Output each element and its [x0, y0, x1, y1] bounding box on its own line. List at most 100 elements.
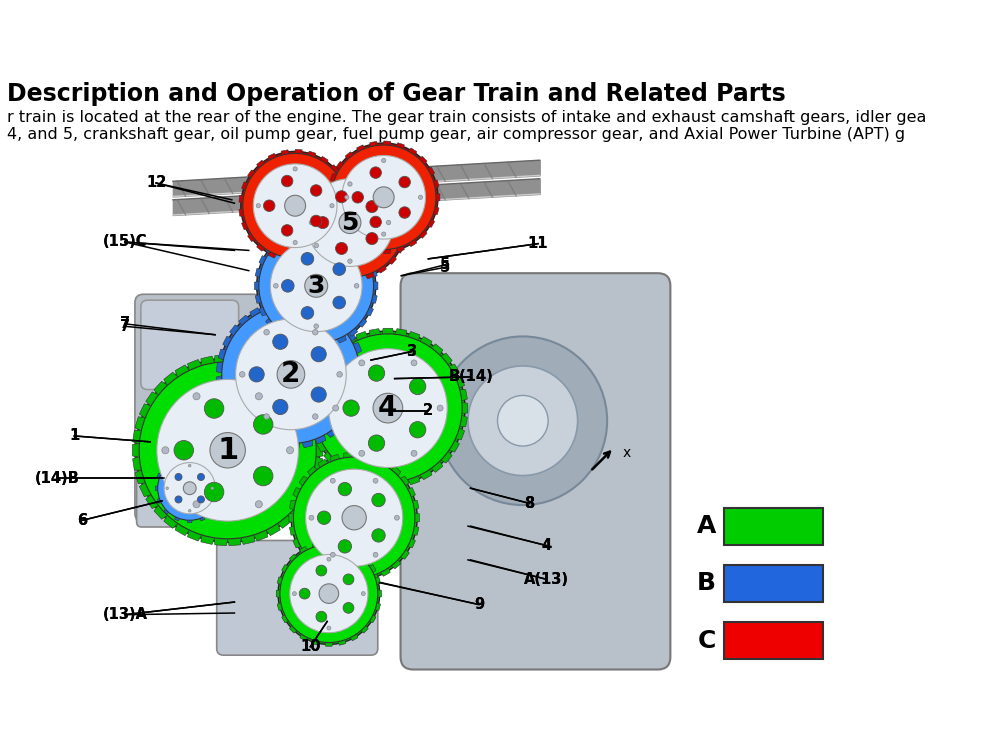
Circle shape — [327, 557, 331, 561]
Polygon shape — [257, 243, 266, 252]
Polygon shape — [281, 255, 290, 262]
Polygon shape — [374, 603, 380, 610]
Circle shape — [352, 191, 364, 203]
Polygon shape — [313, 456, 323, 470]
Circle shape — [318, 511, 331, 525]
Polygon shape — [331, 573, 341, 581]
Circle shape — [157, 456, 222, 520]
Polygon shape — [287, 505, 302, 519]
Polygon shape — [277, 603, 284, 610]
Circle shape — [193, 393, 200, 400]
Circle shape — [204, 398, 224, 418]
Polygon shape — [290, 500, 297, 510]
Circle shape — [314, 324, 319, 329]
Circle shape — [374, 187, 394, 208]
Circle shape — [222, 305, 361, 444]
Circle shape — [306, 179, 393, 266]
Polygon shape — [312, 542, 320, 548]
Polygon shape — [377, 264, 386, 273]
Polygon shape — [394, 479, 406, 487]
Polygon shape — [240, 356, 254, 367]
Circle shape — [333, 296, 346, 309]
Polygon shape — [174, 516, 180, 521]
Polygon shape — [361, 554, 369, 562]
Polygon shape — [290, 554, 298, 562]
Polygon shape — [294, 257, 303, 262]
Polygon shape — [145, 493, 159, 509]
Polygon shape — [187, 529, 202, 541]
Polygon shape — [210, 462, 215, 467]
Polygon shape — [132, 456, 142, 470]
FancyBboxPatch shape — [134, 295, 261, 522]
Polygon shape — [324, 353, 336, 366]
Polygon shape — [459, 415, 467, 427]
Polygon shape — [346, 234, 354, 243]
Polygon shape — [296, 392, 310, 407]
Text: 4: 4 — [542, 538, 552, 553]
Text: 10: 10 — [300, 640, 321, 654]
Polygon shape — [370, 479, 381, 487]
Polygon shape — [309, 390, 317, 401]
Polygon shape — [303, 482, 316, 496]
Circle shape — [309, 220, 314, 225]
Circle shape — [345, 195, 349, 200]
Polygon shape — [461, 402, 468, 414]
Circle shape — [418, 195, 422, 200]
Polygon shape — [419, 337, 432, 348]
Polygon shape — [373, 281, 377, 290]
Polygon shape — [317, 439, 328, 452]
Text: 4, and 5, crankshaft gear, oil pump gear, fuel pump gear, air compressor gear, a: 4, and 5, crankshaft gear, oil pump gear… — [7, 128, 905, 142]
Circle shape — [188, 510, 191, 512]
Polygon shape — [370, 329, 381, 337]
Polygon shape — [377, 172, 386, 180]
Polygon shape — [357, 145, 366, 153]
Polygon shape — [227, 536, 241, 545]
Polygon shape — [275, 327, 285, 336]
Polygon shape — [277, 514, 292, 528]
Text: (14)B: (14)B — [35, 470, 80, 485]
Circle shape — [156, 455, 223, 522]
Circle shape — [394, 515, 399, 520]
Text: 5: 5 — [440, 260, 450, 275]
Polygon shape — [448, 439, 459, 452]
Polygon shape — [187, 453, 192, 456]
Polygon shape — [352, 395, 362, 406]
Polygon shape — [201, 356, 215, 367]
Polygon shape — [312, 342, 321, 347]
Circle shape — [306, 469, 402, 566]
Polygon shape — [459, 390, 467, 401]
Polygon shape — [308, 559, 318, 569]
Polygon shape — [390, 559, 400, 569]
Polygon shape — [221, 486, 224, 490]
Polygon shape — [326, 311, 338, 322]
Circle shape — [316, 611, 327, 622]
FancyBboxPatch shape — [723, 565, 823, 602]
Polygon shape — [326, 427, 338, 438]
Polygon shape — [419, 468, 432, 479]
Polygon shape — [382, 481, 393, 488]
Polygon shape — [210, 509, 215, 514]
Polygon shape — [154, 381, 168, 396]
Circle shape — [183, 482, 196, 495]
Polygon shape — [289, 300, 300, 306]
Polygon shape — [230, 412, 241, 424]
Polygon shape — [307, 151, 316, 158]
Polygon shape — [357, 242, 366, 249]
Circle shape — [339, 539, 352, 553]
Polygon shape — [292, 232, 299, 240]
Polygon shape — [239, 315, 250, 326]
Text: 1: 1 — [217, 436, 238, 464]
Polygon shape — [187, 519, 192, 522]
Polygon shape — [357, 332, 369, 341]
Polygon shape — [175, 365, 190, 378]
Text: 6: 6 — [78, 513, 88, 528]
Polygon shape — [255, 269, 262, 278]
Polygon shape — [262, 437, 274, 446]
Polygon shape — [262, 303, 274, 312]
Polygon shape — [230, 325, 241, 337]
Circle shape — [197, 473, 204, 481]
Polygon shape — [296, 192, 304, 201]
Polygon shape — [382, 141, 391, 146]
Text: 12: 12 — [145, 175, 166, 191]
Circle shape — [342, 505, 367, 530]
